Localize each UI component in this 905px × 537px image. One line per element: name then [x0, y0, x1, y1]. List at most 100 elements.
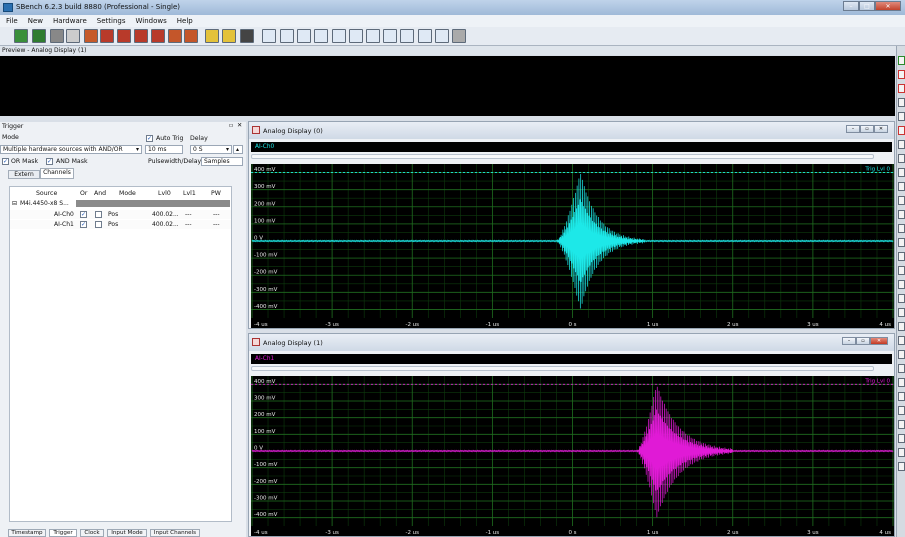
tab-channels[interactable]: Channels [40, 168, 74, 179]
menu-settings[interactable]: Settings [96, 17, 126, 25]
tab-input-mode[interactable]: Input Mode [107, 529, 147, 537]
strip-icon[interactable] [898, 294, 905, 303]
row-lvl0[interactable]: 400.02... [152, 211, 179, 218]
auto-trig-checkbox[interactable]: ✓ [146, 135, 153, 142]
expand-icon[interactable]: ⊟ [12, 200, 18, 207]
delay-field[interactable]: 0 S ▾ [190, 145, 232, 154]
strip-icon[interactable] [898, 280, 905, 289]
strip-icon[interactable] [898, 308, 905, 317]
menu-file[interactable]: File [6, 17, 18, 25]
row-lvl1[interactable]: --- [185, 221, 192, 228]
load-icon[interactable] [222, 29, 236, 43]
strip-icon[interactable] [898, 140, 905, 149]
or-checkbox[interactable]: ✓ [80, 211, 87, 218]
display-close-button[interactable]: ✕ [870, 337, 888, 345]
digital-display-icon[interactable] [280, 29, 294, 43]
save-icon[interactable] [205, 29, 219, 43]
cascade-icon[interactable] [452, 29, 466, 43]
strip-icon[interactable] [898, 210, 905, 219]
row-lvl1[interactable]: --- [185, 211, 192, 218]
strip-icon[interactable] [898, 70, 905, 79]
or-checkbox[interactable]: ✓ [80, 221, 87, 228]
strip-icon[interactable] [898, 56, 905, 65]
and-mask-checkbox[interactable]: ✓ [46, 158, 53, 165]
strip-icon[interactable] [898, 126, 905, 135]
strip-icon[interactable] [898, 322, 905, 331]
measure-icon[interactable] [383, 29, 397, 43]
tile-horizontal-icon[interactable] [418, 29, 432, 43]
calc-icon[interactable] [134, 29, 148, 43]
strip-icon[interactable] [898, 84, 905, 93]
display-restore-button[interactable]: ▫ [856, 337, 870, 345]
menu-hardware[interactable]: Hardware [53, 17, 87, 25]
table-group-row[interactable]: ⊟ M4i.4450-x8 S... [10, 199, 231, 208]
menu-new[interactable]: New [27, 17, 43, 25]
display-icon[interactable] [240, 29, 254, 43]
close-button[interactable]: ✕ [875, 1, 901, 11]
row-mode[interactable]: Pos [108, 211, 119, 218]
horizontal-scrollbar[interactable] [251, 366, 874, 371]
strip-icon[interactable] [898, 350, 905, 359]
strip-icon[interactable] [898, 168, 905, 177]
strip-icon[interactable] [898, 252, 905, 261]
display-close-button[interactable]: ✕ [874, 125, 888, 133]
menu-help[interactable]: Help [176, 17, 193, 25]
and-checkbox[interactable] [95, 211, 102, 218]
delay-spinner[interactable]: ▴ [233, 145, 243, 154]
start-icon[interactable] [14, 29, 28, 43]
and-checkbox[interactable] [95, 221, 102, 228]
menu-windows[interactable]: Windows [135, 17, 167, 25]
export-icon[interactable] [184, 29, 198, 43]
strip-icon[interactable] [898, 182, 905, 191]
strip-icon[interactable] [898, 238, 905, 247]
strip-icon[interactable] [898, 392, 905, 401]
tab-timestamp[interactable]: Timestamp [8, 529, 46, 537]
mode-select[interactable]: Multiple hardware sources with AND/OR ▾ [0, 145, 142, 154]
strip-icon[interactable] [898, 336, 905, 345]
table-row[interactable]: AI-Ch0 ✓ Pos 400.02... --- --- [10, 210, 231, 219]
analog-display-icon[interactable] [262, 29, 276, 43]
xy-display-icon[interactable] [332, 29, 346, 43]
tab-input-channels[interactable]: Input Channels [150, 529, 200, 537]
analysis-icon[interactable] [84, 29, 98, 43]
strip-icon[interactable] [898, 462, 905, 471]
tab-clock[interactable]: Clock [80, 529, 104, 537]
strip-icon[interactable] [898, 224, 905, 233]
tab-trigger[interactable]: Trigger [49, 529, 77, 537]
math-icon[interactable] [168, 29, 182, 43]
panel-float-icon[interactable]: ▫ [229, 122, 234, 129]
strip-icon[interactable] [898, 196, 905, 205]
or-mask-checkbox[interactable]: ✓ [2, 158, 9, 165]
grid-icon[interactable] [314, 29, 328, 43]
strip-icon[interactable] [898, 420, 905, 429]
fft-display-icon[interactable] [297, 29, 311, 43]
row-pw[interactable]: --- [213, 211, 220, 218]
tile-vertical-icon[interactable] [435, 29, 449, 43]
row-lvl0[interactable]: 400.02... [152, 221, 179, 228]
strip-icon[interactable] [898, 112, 905, 121]
display-minimize-button[interactable]: – [846, 125, 860, 133]
strip-icon[interactable] [898, 434, 905, 443]
strip-icon[interactable] [898, 266, 905, 275]
pulsewidth-unit-select[interactable]: Samples [201, 157, 243, 166]
display-restore-button[interactable]: ▫ [860, 125, 874, 133]
horizontal-scrollbar[interactable] [251, 154, 874, 159]
zoom-icon[interactable] [349, 29, 363, 43]
cursor-icon[interactable] [366, 29, 380, 43]
tab-extern[interactable]: Extern [8, 170, 40, 179]
strip-icon[interactable] [898, 98, 905, 107]
minimize-button[interactable]: – [843, 1, 859, 11]
histogram-icon[interactable] [117, 29, 131, 43]
strip-icon[interactable] [898, 364, 905, 373]
cancel-icon[interactable] [400, 29, 414, 43]
stop-icon[interactable] [50, 29, 64, 43]
table-row[interactable]: AI-Ch1 ✓ Pos 400.02... --- --- [10, 220, 231, 229]
strip-icon[interactable] [898, 448, 905, 457]
maximize-button[interactable]: □ [859, 1, 875, 11]
filter-icon[interactable] [151, 29, 165, 43]
timeout-field[interactable]: 10 ms [145, 145, 183, 154]
strip-icon[interactable] [898, 378, 905, 387]
display-minimize-button[interactable]: – [842, 337, 856, 345]
row-mode[interactable]: Pos [108, 221, 119, 228]
strip-icon[interactable] [898, 406, 905, 415]
